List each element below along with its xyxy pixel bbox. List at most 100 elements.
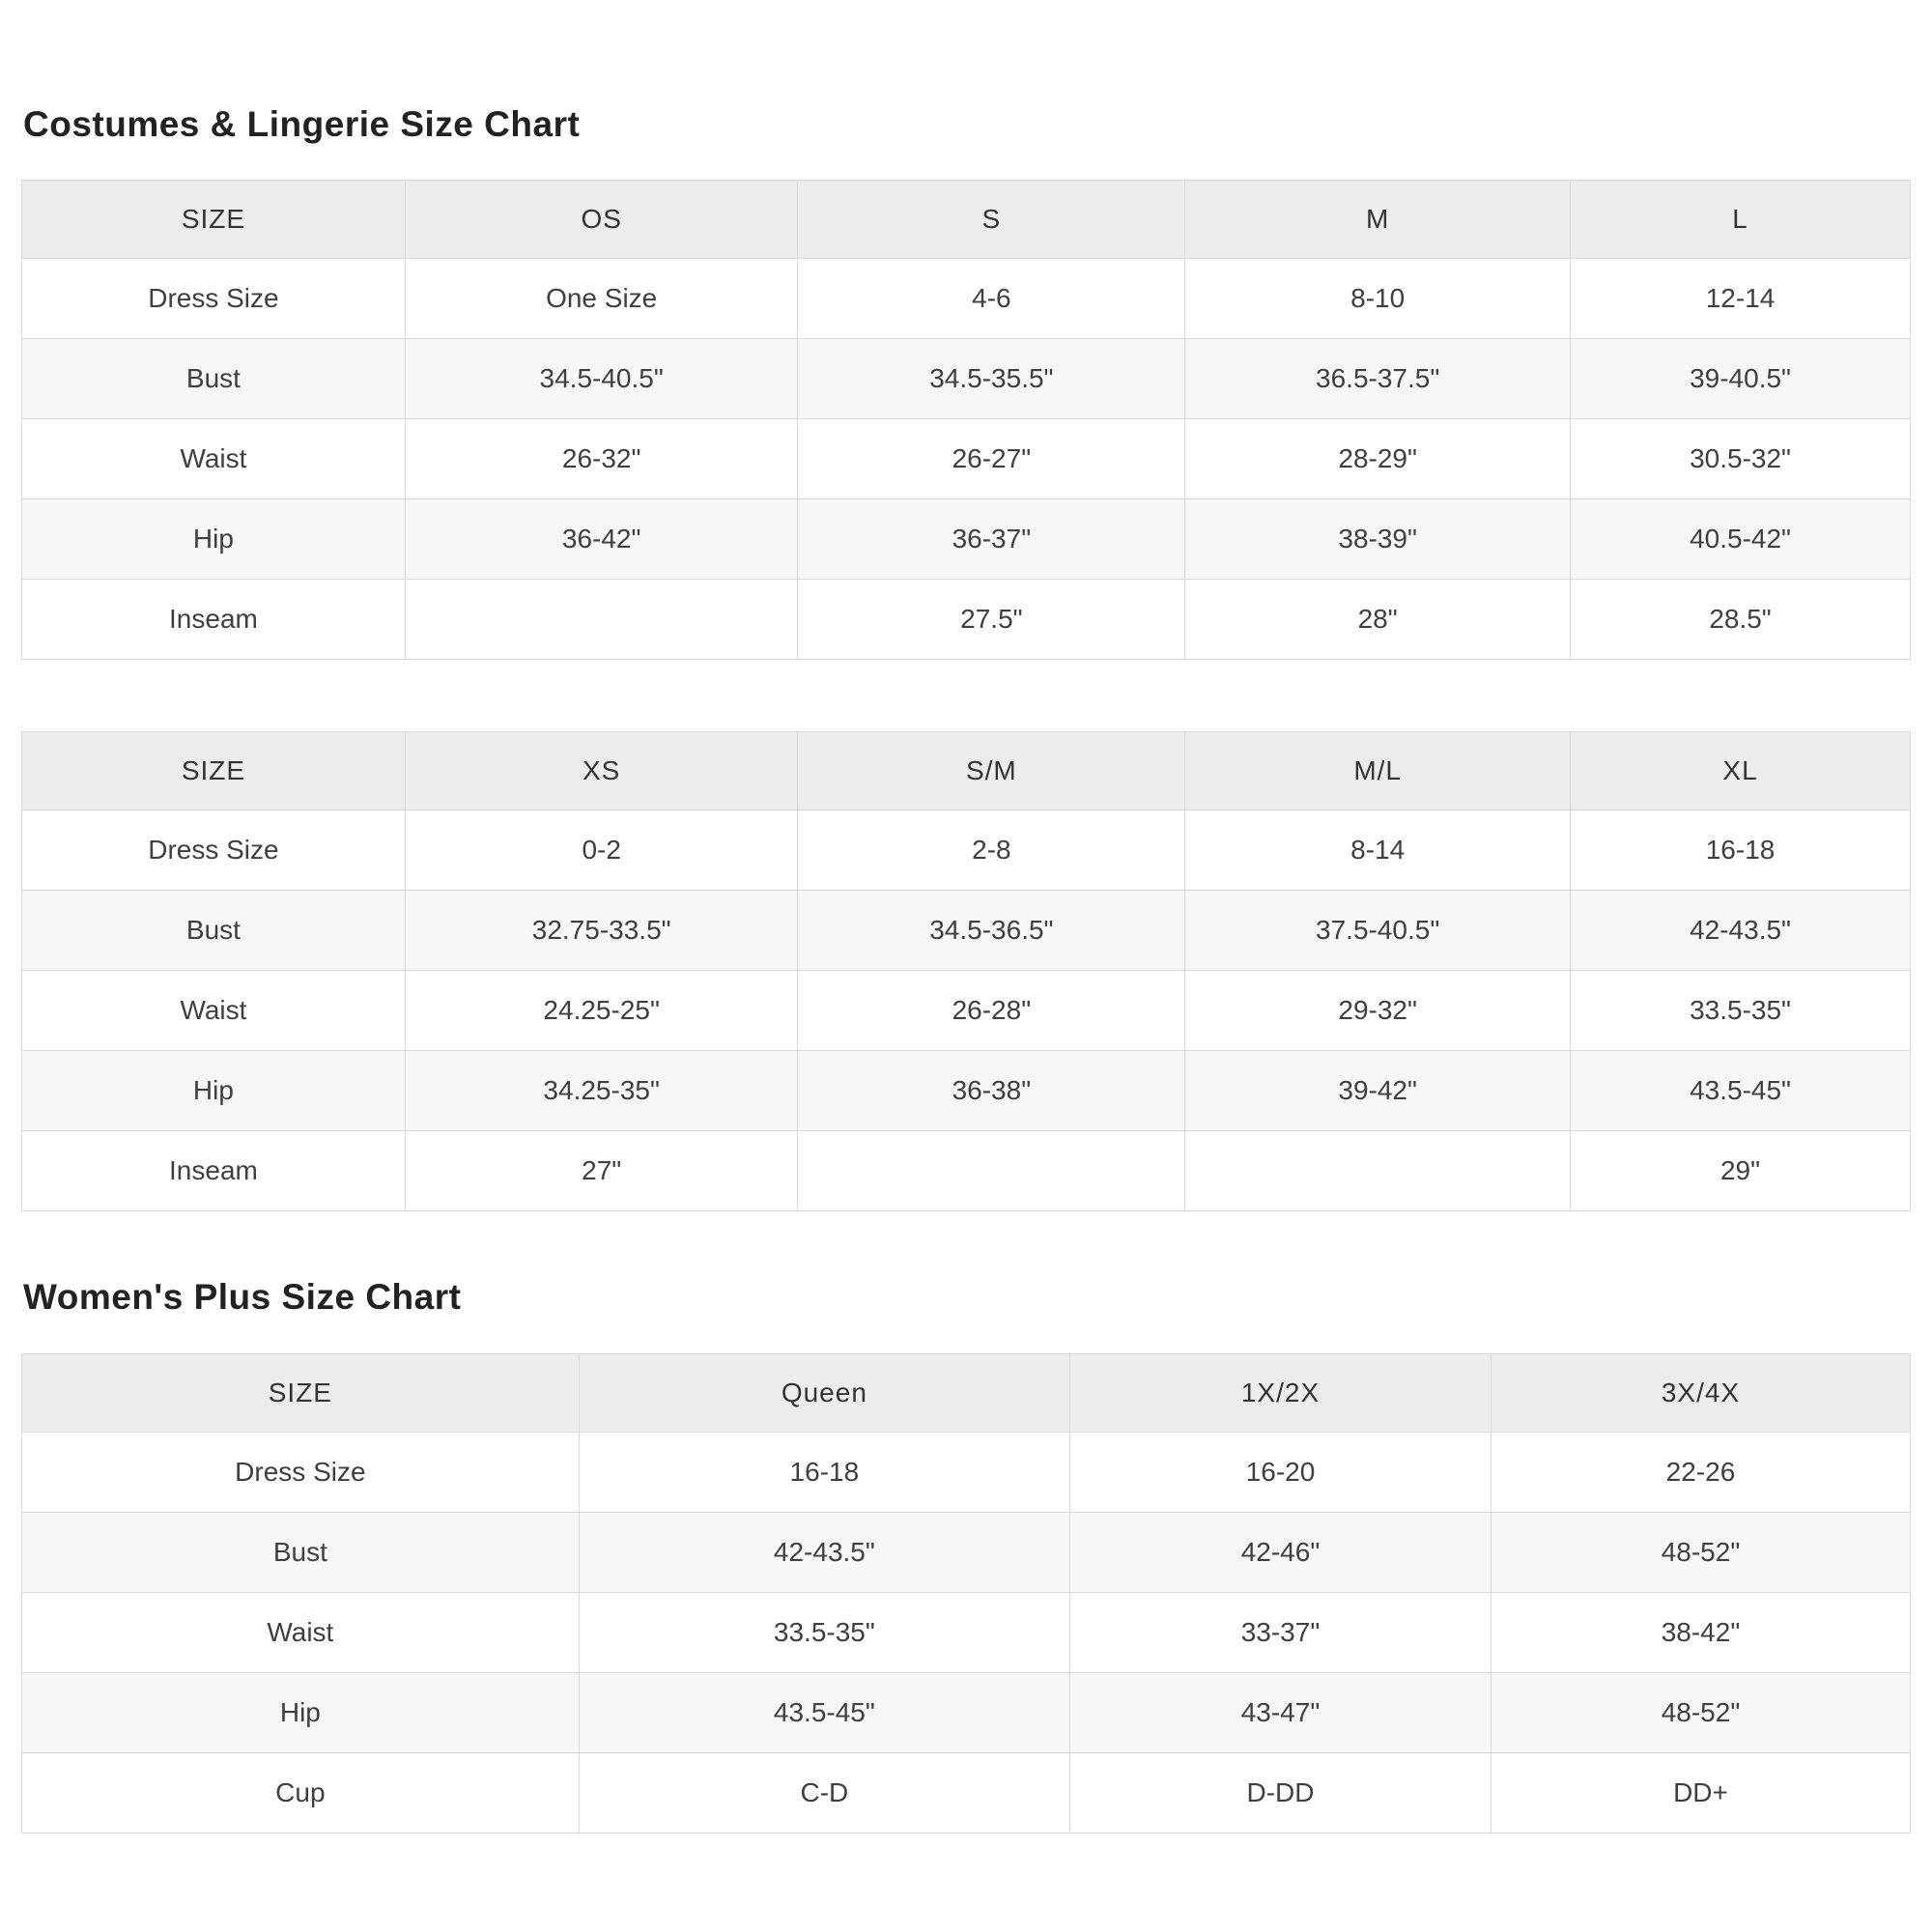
cell-value: 36.5-37.5" [1184,338,1572,420]
cell-value [797,1130,1186,1212]
cell-value: 43.5-45" [1570,1050,1911,1132]
cell-value: 24.25-25" [404,970,799,1052]
cell-value: 34.5-36.5" [797,890,1186,972]
row-label: Dress Size [21,1431,580,1513]
row-label: Cup [21,1751,580,1833]
column-header: M/L [1184,731,1572,811]
cell-value: 28-29" [1184,418,1572,500]
table-header-row: SIZE OS S M L [21,180,1911,260]
cell-value [404,579,799,661]
cell-value: 34.25-35" [404,1050,799,1132]
row-label: Hip [21,498,406,581]
cell-value: 39-42" [1184,1050,1572,1132]
row-label: Inseam [21,1130,406,1212]
cell-value: 16-20 [1069,1431,1492,1513]
cell-value: 34.5-40.5" [404,338,799,420]
column-header: L [1570,180,1911,260]
cell-value: 48-52" [1490,1671,1912,1753]
row-label: Hip [21,1050,406,1132]
cell-value: 16-18 [578,1431,1071,1513]
cell-value: 0-2 [404,810,799,892]
cell-value: 27" [404,1130,799,1212]
womens-plus-section-title: Women's Plus Size Chart [23,1277,462,1318]
cell-value: 28.5" [1570,579,1911,661]
table-row: Waist 33.5-35" 33-37" 38-42" [21,1591,1912,1673]
column-header: OS [404,180,799,260]
row-label: Bust [21,338,406,420]
table-row: Waist 24.25-25" 26-28" 29-32" 33.5-35" [21,970,1911,1052]
costumes-xs-xl-size-table: SIZE XS S/M M/L XL Dress Size 0-2 2-8 8-14 16-18 B… [21,731,1911,1212]
column-header: S [797,180,1186,260]
cell-value: 28" [1184,579,1572,661]
row-label: Waist [21,418,406,500]
cell-value: 2-8 [797,810,1186,892]
column-header: Queen [578,1352,1071,1433]
cell-value: 26-32" [404,418,799,500]
cell-value [1184,1130,1572,1212]
column-header: SIZE [21,180,406,260]
column-header: XS [404,731,799,811]
table-row: Hip 36-42" 36-37" 38-39" 40.5-42" [21,498,1911,581]
cell-value: 12-14 [1570,258,1911,340]
cell-value: DD+ [1490,1751,1912,1833]
column-header: 3X/4X [1490,1352,1912,1433]
cell-value: 43-47" [1069,1671,1492,1753]
cell-value: 42-43.5" [578,1511,1071,1593]
cell-value: 36-42" [404,498,799,581]
cell-value: 33.5-35" [1570,970,1911,1052]
womens-plus-size-table: SIZE Queen 1X/2X 3X/4X Dress Size 16-18 16-20 2… [21,1352,1912,1833]
cell-value: D-DD [1069,1751,1492,1833]
cell-value: 43.5-45" [578,1671,1071,1753]
cell-value: 4-6 [797,258,1186,340]
table-row: Dress Size One Size 4-6 8-10 12-14 [21,258,1911,340]
column-header: S/M [797,731,1186,811]
cell-value: 27.5" [797,579,1186,661]
cell-value: 29-32" [1184,970,1572,1052]
cell-value: 29" [1570,1130,1911,1212]
table-row: Waist 26-32" 26-27" 28-29" 30.5-32" [21,418,1911,500]
column-header: XL [1570,731,1911,811]
table-row: Inseam 27" 29" [21,1130,1911,1212]
cell-value: 38-39" [1184,498,1572,581]
cell-value: 48-52" [1490,1511,1912,1593]
cell-value: 26-27" [797,418,1186,500]
cell-value: 42-43.5" [1570,890,1911,972]
row-label: Inseam [21,579,406,661]
row-label: Dress Size [21,258,406,340]
cell-value: 22-26 [1490,1431,1912,1513]
column-header: M [1184,180,1572,260]
table-row: Bust 32.75-33.5" 34.5-36.5" 37.5-40.5" 42-43… [21,890,1911,972]
table-header-row: SIZE Queen 1X/2X 3X/4X [21,1352,1912,1433]
cell-value: 33-37" [1069,1591,1492,1673]
cell-value: 42-46" [1069,1511,1492,1593]
table-header-row: SIZE XS S/M M/L XL [21,731,1911,811]
cell-value: 26-28" [797,970,1186,1052]
cell-value: 8-14 [1184,810,1572,892]
cell-value: 36-37" [797,498,1186,581]
row-label: Bust [21,890,406,972]
row-label: Hip [21,1671,580,1753]
cell-value: 39-40.5" [1570,338,1911,420]
cell-value: 33.5-35" [578,1591,1071,1673]
cell-value: 32.75-33.5" [404,890,799,972]
costumes-lingerie-section-title: Costumes & Lingerie Size Chart [23,104,581,144]
table-row: Hip 43.5-45" 43-47" 48-52" [21,1671,1912,1753]
row-label: Waist [21,970,406,1052]
cell-value: One Size [404,258,799,340]
table-row: Dress Size 0-2 2-8 8-14 16-18 [21,810,1911,892]
table-row: Bust 42-43.5" 42-46" 48-52" [21,1511,1912,1593]
table-row: Dress Size 16-18 16-20 22-26 [21,1431,1912,1513]
row-label: Bust [21,1511,580,1593]
table-row: Inseam 27.5" 28" 28.5" [21,579,1911,661]
cell-value: 40.5-42" [1570,498,1911,581]
cell-value: 34.5-35.5" [797,338,1186,420]
costumes-letter-size-table: SIZE OS S M L Dress Size One Size 4-6 8-10 12-14 B… [21,180,1911,661]
column-header: 1X/2X [1069,1352,1492,1433]
table-row: Bust 34.5-40.5" 34.5-35.5" 36.5-37.5" 39-40.… [21,338,1911,420]
cell-value: C-D [578,1751,1071,1833]
cell-value: 8-10 [1184,258,1572,340]
table-row: Cup C-D D-DD DD+ [21,1751,1912,1833]
cell-value: 16-18 [1570,810,1911,892]
table-row: Hip 34.25-35" 36-38" 39-42" 43.5-45" [21,1050,1911,1132]
